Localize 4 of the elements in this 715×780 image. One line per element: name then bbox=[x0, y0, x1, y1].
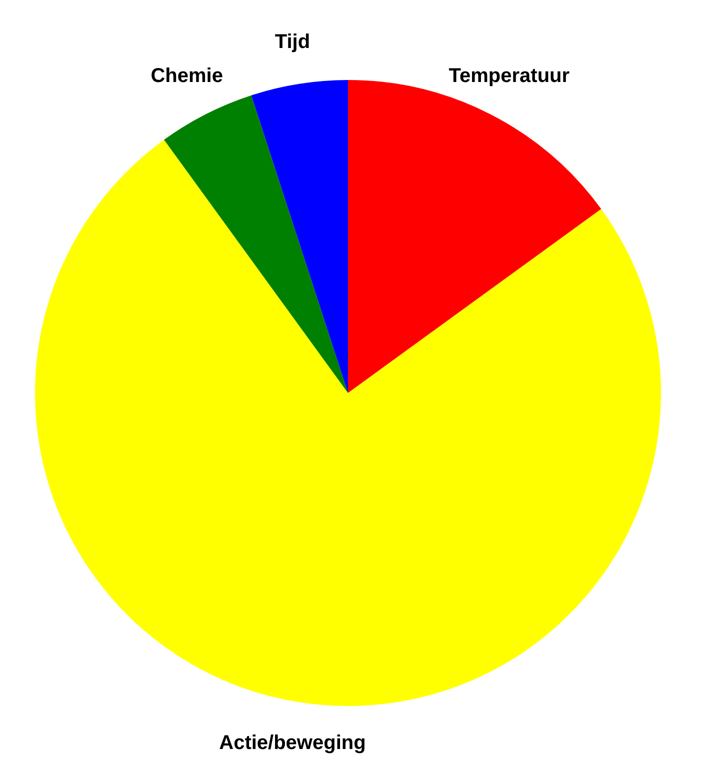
slice-label: Chemie bbox=[150, 65, 223, 88]
slice-label: Tijd bbox=[274, 30, 310, 53]
slice-label: Temperatuur bbox=[448, 65, 570, 88]
slice-label: Actie/beweging bbox=[219, 732, 366, 754]
